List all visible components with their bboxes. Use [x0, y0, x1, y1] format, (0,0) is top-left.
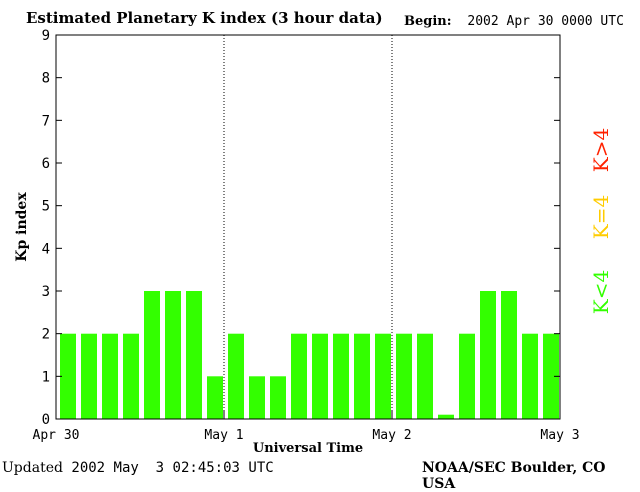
x-axis-label: Universal Time	[253, 441, 363, 456]
y-tick-label: 4	[42, 241, 50, 257]
legend: K>4 K=4 K<4	[589, 128, 613, 314]
credit-text: NOAA/SEC Boulder, CO USA	[422, 460, 606, 492]
kp-bar	[270, 376, 286, 419]
kp-bar	[144, 291, 160, 419]
bar-group	[60, 291, 559, 419]
y-axis: 0 1 2 3 4 5 6 7 8 9	[42, 28, 560, 428]
kp-bar	[102, 333, 118, 419]
kp-bar	[438, 414, 454, 419]
y-tick-label: 2	[42, 327, 50, 343]
kp-bar	[417, 333, 433, 419]
legend-entry: K=4	[589, 195, 613, 239]
kp-bar	[186, 291, 202, 419]
updated-info: Updated 2002 May 3 02:45:03 UTC	[2, 460, 274, 476]
kp-bar	[522, 333, 538, 419]
kp-bar	[354, 333, 370, 419]
begin-label: Begin:	[404, 14, 452, 29]
x-axis: Apr 30 May 1 May 2 May 3	[33, 411, 580, 443]
kp-bar	[123, 333, 139, 419]
legend-entry: K<4	[589, 270, 613, 314]
day-dividers	[223, 35, 393, 419]
y-tick-label: 9	[42, 28, 50, 44]
kp-bar	[333, 333, 349, 419]
y-tick-label: 3	[42, 284, 50, 300]
y-tick-label: 0	[42, 412, 50, 428]
x-tick-label: Apr 30	[33, 428, 80, 443]
kp-bar	[249, 376, 265, 419]
kp-bar	[459, 333, 475, 419]
x-tick-label: May 2	[372, 428, 411, 443]
y-axis-label: Kp index	[14, 192, 30, 262]
updated-value: 2002 May 3 02:45:03 UTC	[71, 460, 274, 476]
kp-bar	[543, 333, 559, 419]
kp-bar	[501, 291, 517, 419]
begin-info: Begin: 2002 Apr 30 0000 UTC	[404, 14, 624, 29]
x-tick-label: May 3	[540, 428, 579, 443]
y-tick-label: 7	[42, 113, 50, 129]
kp-bar	[207, 376, 223, 419]
x-tick-label: May 1	[204, 428, 243, 443]
kp-bar	[291, 333, 307, 419]
kp-bar	[312, 333, 328, 419]
y-tick-label: 5	[42, 199, 50, 215]
y-tick-label: 8	[42, 71, 50, 87]
kp-bar	[480, 291, 496, 419]
y-tick-label: 6	[42, 156, 50, 172]
updated-label: Updated	[2, 460, 63, 476]
begin-value: 2002 Apr 30 0000 UTC	[467, 14, 624, 29]
chart-title: Estimated Planetary K index (3 hour data…	[26, 9, 383, 27]
kp-bar	[165, 291, 181, 419]
kp-bar	[396, 333, 412, 419]
plot-frame	[55, 34, 561, 420]
kp-bar	[81, 333, 97, 419]
kp-bar	[228, 333, 244, 419]
y-tick-label: 1	[42, 369, 50, 385]
legend-entry: K>4	[589, 128, 613, 172]
kp-bar	[375, 333, 391, 419]
kp-chart: 0 1 2 3 4 5 6 7 8 9 Apr 30 May 1 May 2 May 3 Kp inde…	[14, 28, 613, 456]
kp-bar	[60, 333, 76, 419]
